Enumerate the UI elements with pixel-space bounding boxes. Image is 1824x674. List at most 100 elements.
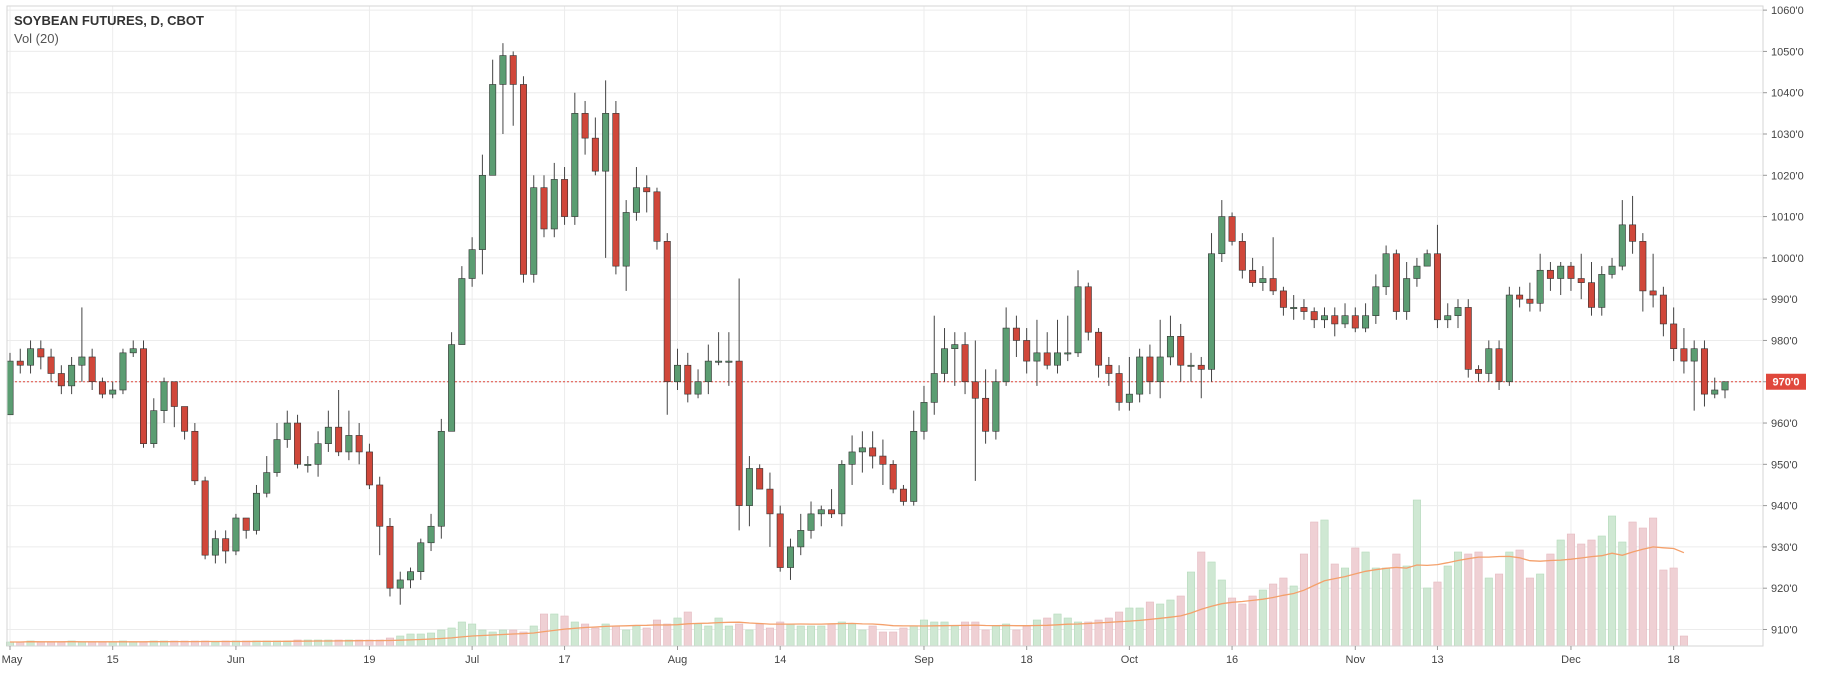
candle-body: [57, 373, 65, 387]
volume-bar: [837, 621, 846, 647]
volume-bar: [1156, 603, 1165, 647]
volume-bar: [47, 641, 56, 647]
candle-body: [817, 509, 825, 515]
candle-body: [407, 571, 414, 581]
y-tick-label: 1050'0: [1771, 46, 1804, 58]
candle-body: [201, 480, 209, 556]
volume-bar: [632, 625, 641, 647]
volume-bar: [1176, 595, 1185, 647]
volume-bar: [1115, 611, 1124, 647]
volume-bar: [807, 625, 816, 647]
volume-bar: [1022, 625, 1031, 647]
y-tick-label: 960'0: [1771, 418, 1798, 430]
volume-bar: [1618, 541, 1627, 647]
x-tick-label: 18: [1668, 654, 1680, 666]
x-tick-label: 19: [363, 654, 375, 666]
volume-bar: [868, 625, 877, 647]
x-tick-label: 14: [774, 654, 786, 666]
candle-body: [591, 137, 599, 172]
y-tick-label: 1040'0: [1771, 88, 1804, 100]
candle-body: [1074, 286, 1082, 354]
volume-bar: [1546, 553, 1555, 647]
candle-body: [170, 381, 178, 407]
candle-body: [242, 517, 250, 531]
candle-body: [1321, 315, 1328, 321]
candle-body: [1536, 269, 1544, 304]
volume-bar: [509, 629, 518, 647]
candle-body: [376, 484, 384, 527]
candle-body: [1208, 253, 1216, 370]
y-axis: 910'0 920'0 930'0 940'0 950'0 960'0 970'0 980'0…: [1763, 5, 1806, 636]
y-tick-label: 950'0: [1771, 459, 1798, 471]
candle-body: [766, 488, 774, 515]
x-tick-label: Nov: [1346, 654, 1366, 666]
candle-body: [98, 381, 106, 395]
volume-bar: [1238, 603, 1247, 647]
candle-body: [304, 464, 312, 466]
volume-bar: [1628, 521, 1637, 647]
candle-body: [1659, 294, 1667, 325]
volume-bar: [1577, 543, 1586, 647]
x-axis: May 15 Jun 19 Jul 17 Aug 14 Sep 18 Oct 16 Nov 13 Dec 18: [2, 646, 1680, 666]
candle-body: [222, 538, 230, 552]
volume-bar: [1525, 577, 1534, 647]
volume-bar: [1423, 587, 1432, 647]
candle-body: [396, 579, 404, 589]
candle-body: [941, 348, 949, 374]
candle-body: [1392, 253, 1400, 312]
volume-bar: [529, 625, 538, 647]
volume-bar: [683, 611, 692, 647]
candle-body: [982, 397, 990, 432]
volume-bar: [1341, 567, 1350, 647]
volume-bar: [827, 623, 836, 647]
candle-body: [1351, 315, 1359, 329]
volume-bar: [1125, 607, 1134, 647]
volume-bar: [622, 629, 631, 647]
candle-body: [735, 360, 743, 506]
candle-body: [848, 451, 856, 465]
candle-body: [1125, 393, 1133, 403]
candle-body: [1618, 224, 1626, 267]
candle-body: [1023, 340, 1031, 362]
x-tick-label: 16: [1226, 654, 1238, 666]
volume-bar: [1135, 607, 1144, 647]
volume-bar: [1074, 621, 1083, 647]
volume-bar: [1505, 551, 1514, 647]
volume-bar: [1679, 635, 1688, 647]
candle-body: [1269, 278, 1277, 292]
volume-bar: [663, 623, 672, 647]
candle-body: [561, 179, 569, 217]
candle-body: [1557, 265, 1565, 279]
volume-bar: [108, 641, 117, 647]
candle-body: [899, 488, 907, 502]
candle-body: [140, 348, 147, 444]
candle-body: [540, 187, 548, 230]
volume-bar: [211, 641, 220, 647]
candle-body: [1341, 315, 1349, 325]
volume-bar: [36, 641, 45, 647]
candle-body: [1259, 278, 1267, 283]
volume-bar: [1495, 573, 1504, 647]
candle-body: [674, 364, 681, 383]
x-tick-label: Sep: [914, 654, 934, 666]
volume-bar: [1638, 527, 1647, 647]
candle-body: [427, 525, 435, 544]
candle-body: [1526, 298, 1534, 304]
volume-bar: [385, 637, 394, 647]
y-tick-label: 1000'0: [1771, 253, 1804, 265]
candle-body: [1290, 307, 1298, 309]
volume-bar: [817, 625, 826, 647]
volume-bar: [88, 641, 97, 647]
y-tick-label: 1010'0: [1771, 212, 1804, 224]
candle-body: [694, 381, 702, 395]
volume-bar: [1248, 595, 1257, 647]
volume-bar: [1053, 613, 1062, 647]
candle-body: [530, 187, 538, 275]
candle-body: [1382, 253, 1390, 288]
volume-bar: [704, 625, 713, 647]
volume-bar: [139, 641, 148, 647]
candle-body: [191, 430, 199, 482]
candle-body: [283, 422, 291, 440]
volume-bar: [1269, 583, 1278, 647]
